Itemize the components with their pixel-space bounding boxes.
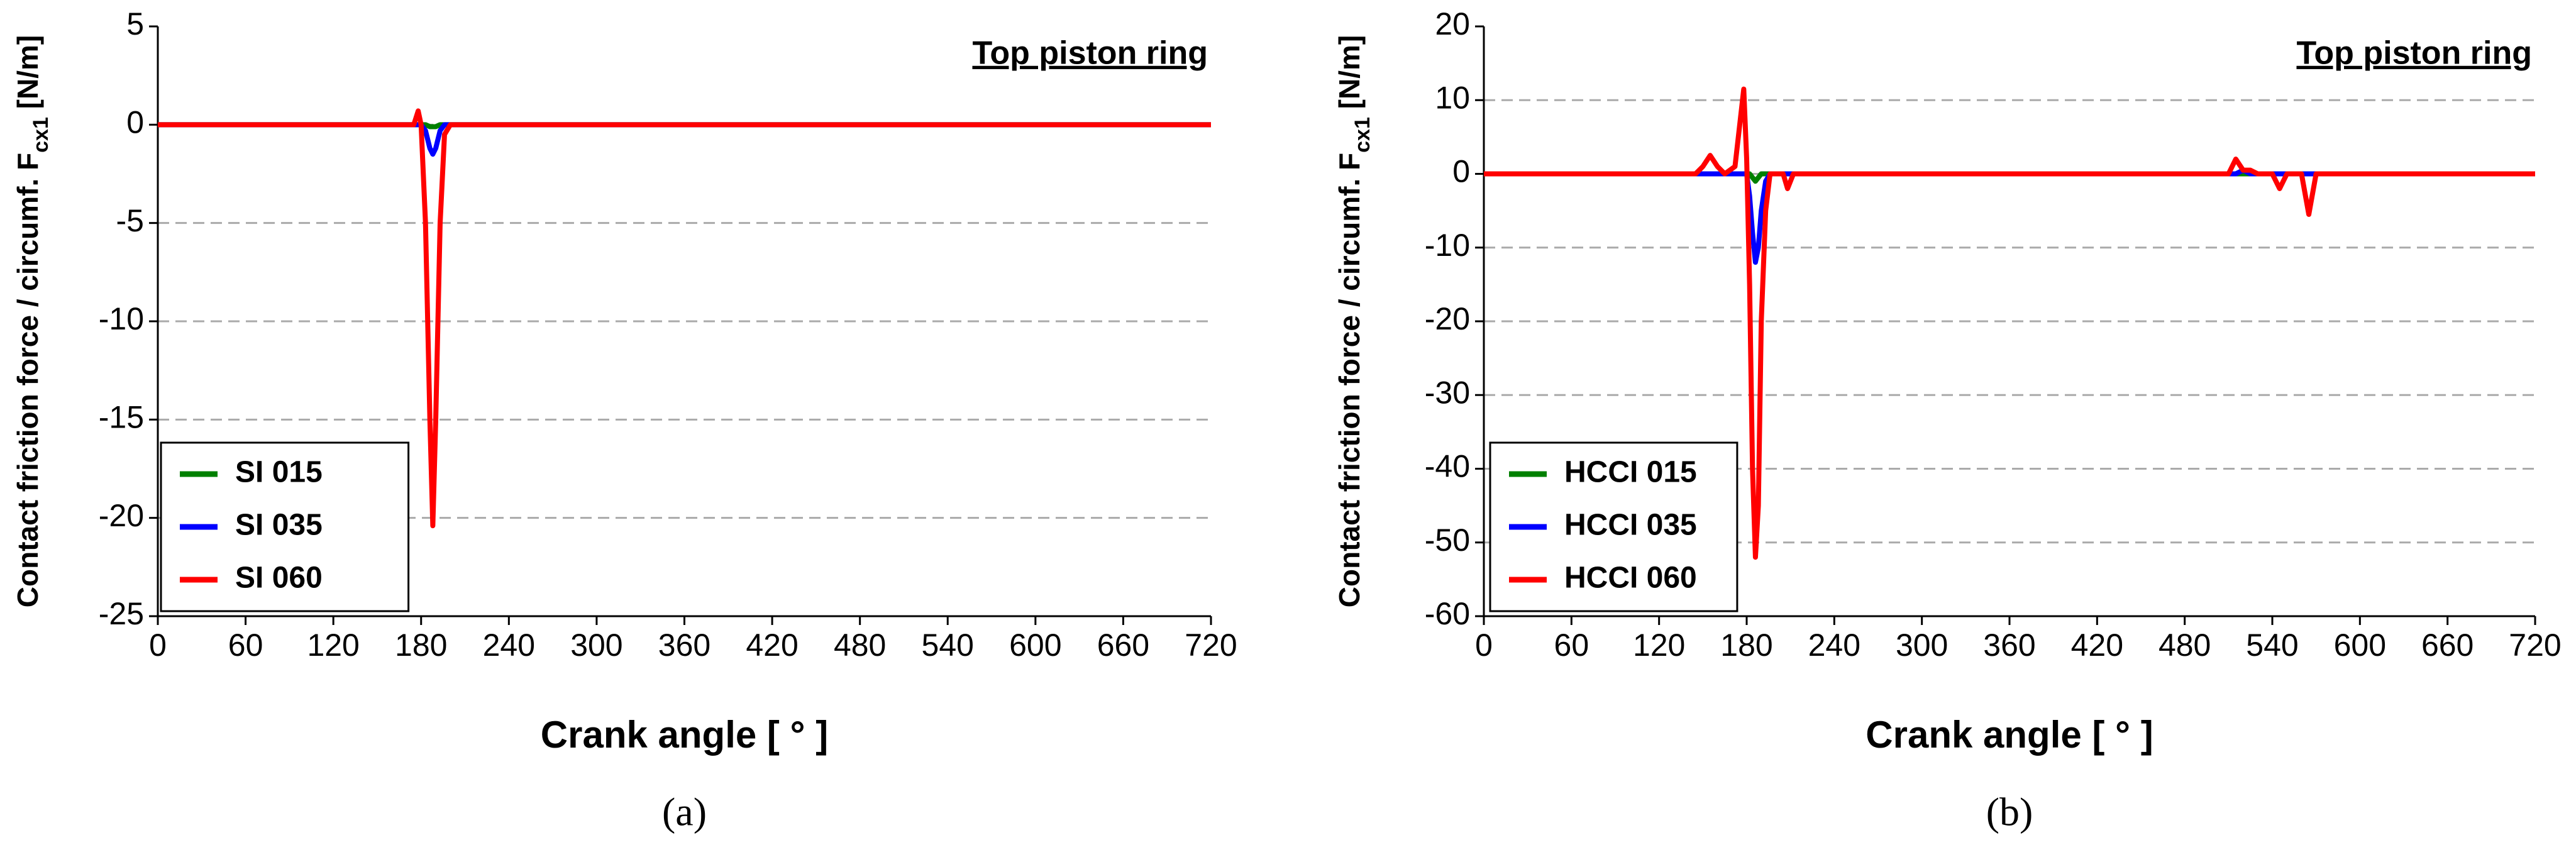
x-tick-label: 60: [1554, 628, 1589, 663]
y-tick-label: -20: [1425, 301, 1470, 336]
y-axis-title: Contact friction force / circumf. Fcx1 […: [1333, 35, 1374, 607]
series-line: [1484, 167, 2535, 265]
annotation: Top piston ring: [2296, 35, 2532, 72]
y-axis-title-part: cx1: [1351, 117, 1374, 153]
x-tick-label: 120: [307, 628, 359, 663]
y-tick-label: -50: [1425, 522, 1470, 558]
x-tick-label: 0: [149, 628, 167, 663]
legend-label: SI 015: [235, 456, 323, 489]
x-tick-label: 720: [1185, 628, 1237, 663]
legend-label: HCCI 035: [1564, 509, 1697, 542]
x-tick-label: 420: [2071, 628, 2123, 663]
legend-label: SI 035: [235, 509, 323, 542]
y-tick-label: -5: [116, 203, 144, 238]
x-tick-label: 540: [922, 628, 974, 663]
x-tick-label: 480: [2159, 628, 2211, 663]
y-axis-title-part: [N/m]: [11, 35, 44, 117]
y-tick-label: -60: [1425, 596, 1470, 631]
y-tick-label: -15: [99, 400, 144, 435]
legend-label: HCCI 015: [1564, 456, 1697, 489]
y-axis-title: Contact friction force / circumf. Fcx1 […: [11, 35, 53, 607]
x-tick-label: 600: [1009, 628, 1061, 663]
x-tick-label: 660: [2421, 628, 2474, 663]
x-axis-title: Crank angle [ ° ]: [541, 714, 828, 756]
y-tick-label: 0: [126, 105, 144, 140]
x-tick-label: 180: [1720, 628, 1772, 663]
x-tick-label: 420: [746, 628, 798, 663]
legend-label: HCCI 060: [1564, 561, 1697, 595]
panel-label: (a): [662, 790, 707, 834]
y-tick-label: 5: [126, 6, 144, 41]
y-axis-title-part: Contact friction force / circumf. F: [1333, 153, 1366, 607]
x-tick-label: 180: [395, 628, 447, 663]
x-tick-label: 0: [1475, 628, 1493, 663]
chart: 50-5-10-15-20-250 60 120 180 240 300 360 420 480…: [11, 6, 1237, 834]
y-tick-label: 20: [1435, 6, 1470, 41]
x-tick-label: 660: [1097, 628, 1149, 663]
x-tick-label: 720: [2509, 628, 2561, 663]
y-tick-label: 10: [1435, 80, 1470, 115]
panel-label: (b): [1986, 790, 2033, 834]
x-tick-label: 360: [1983, 628, 2035, 663]
y-tick-label: -30: [1425, 375, 1470, 410]
y-tick-label: -25: [99, 596, 144, 631]
series-line: [158, 122, 1211, 157]
x-tick-label: 600: [2334, 628, 2386, 663]
y-axis-title-part: cx1: [29, 117, 53, 153]
y-tick-label: 0: [1452, 154, 1470, 189]
x-tick-label: 300: [1896, 628, 1948, 663]
x-tick-label: 480: [834, 628, 886, 663]
x-tick-label: 300: [570, 628, 622, 663]
x-tick-label: 60: [228, 628, 263, 663]
x-axis-title: Crank angle [ ° ]: [1866, 714, 2153, 756]
annotation: Top piston ring: [972, 35, 1208, 72]
x-tick-label: 240: [483, 628, 535, 663]
y-axis-title-part: [N/m]: [1333, 35, 1366, 117]
y-tick-label: -40: [1425, 449, 1470, 484]
series-line: [1484, 86, 2535, 560]
x-tick-label: 240: [1808, 628, 1860, 663]
x-tick-label: 360: [658, 628, 710, 663]
y-tick-label: -10: [99, 301, 144, 336]
x-tick-label: 120: [1633, 628, 1685, 663]
y-axis-title-part: Contact friction force / circumf. F: [11, 153, 44, 607]
x-tick-label: 540: [2246, 628, 2298, 663]
legend-label: SI 060: [235, 561, 323, 595]
y-tick-label: -20: [99, 498, 144, 533]
y-tick-label: -10: [1425, 228, 1470, 263]
series-line: [158, 108, 1211, 529]
